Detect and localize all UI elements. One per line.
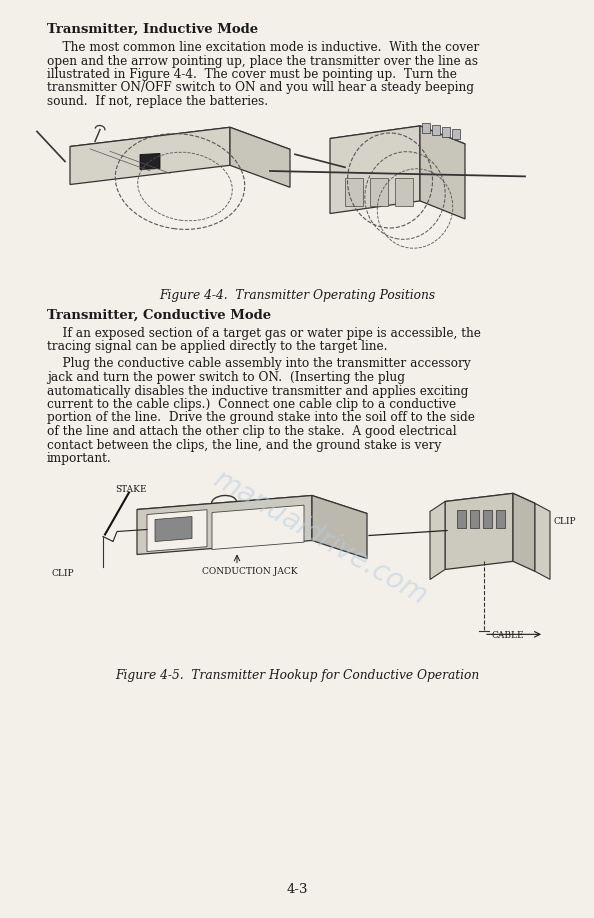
Bar [452, 129, 460, 139]
Text: Transmitter, Conductive Mode: Transmitter, Conductive Mode [47, 308, 271, 321]
Bar [483, 509, 492, 528]
Text: Figure 4-5.  Transmitter Hookup for Conductive Operation: Figure 4-5. Transmitter Hookup for Condu… [115, 669, 479, 682]
Text: portion of the line.  Drive the ground stake into the soil off to the side: portion of the line. Drive the ground st… [47, 411, 475, 424]
Polygon shape [155, 517, 192, 542]
Text: sound.  If not, replace the batteries.: sound. If not, replace the batteries. [47, 95, 268, 108]
Polygon shape [230, 128, 290, 187]
Polygon shape [430, 501, 445, 579]
Text: The most common line excitation mode is inductive.  With the cover: The most common line excitation mode is … [47, 41, 479, 54]
Text: important.: important. [47, 452, 112, 465]
Text: automatically disables the inductive transmitter and applies exciting: automatically disables the inductive tra… [47, 385, 469, 397]
Text: CONDUCTION JACK: CONDUCTION JACK [202, 566, 298, 576]
Text: CABLE: CABLE [492, 632, 525, 641]
Text: Figure 4-4.  Transmitter Operating Positions: Figure 4-4. Transmitter Operating Positi… [159, 288, 435, 301]
Bar [442, 127, 450, 137]
Bar [395, 177, 413, 206]
Polygon shape [70, 128, 230, 185]
Polygon shape [535, 503, 550, 579]
Bar [496, 509, 505, 528]
Text: of the line and attach the other clip to the stake.  A good electrical: of the line and attach the other clip to… [47, 425, 457, 438]
Text: illustrated in Figure 4-4.  The cover must be pointing up.  Turn the: illustrated in Figure 4-4. The cover mus… [47, 68, 457, 81]
Polygon shape [513, 493, 535, 571]
Polygon shape [140, 153, 160, 170]
Text: Plug the conductive cable assembly into the transmitter accessory: Plug the conductive cable assembly into … [47, 357, 471, 371]
Bar [432, 125, 440, 135]
Text: CLIP: CLIP [52, 568, 75, 577]
Text: STAKE: STAKE [115, 485, 147, 494]
Text: open and the arrow pointing up, place the transmitter over the line as: open and the arrow pointing up, place th… [47, 54, 478, 68]
Polygon shape [147, 509, 207, 552]
Bar [457, 509, 466, 528]
Polygon shape [420, 126, 465, 218]
Polygon shape [330, 126, 420, 214]
Bar [422, 123, 430, 133]
Bar [370, 177, 388, 206]
Polygon shape [312, 496, 367, 558]
Text: contact between the clips, the line, and the ground stake is very: contact between the clips, the line, and… [47, 439, 441, 452]
Text: jack and turn the power switch to ON.  (Inserting the plug: jack and turn the power switch to ON. (I… [47, 371, 405, 384]
Polygon shape [137, 496, 367, 528]
Text: If an exposed section of a target gas or water pipe is accessible, the: If an exposed section of a target gas or… [47, 327, 481, 340]
Text: 4-3: 4-3 [286, 883, 308, 896]
Bar [345, 177, 363, 206]
Bar [470, 509, 479, 528]
Text: tracing signal can be applied directly to the target line.: tracing signal can be applied directly t… [47, 340, 387, 353]
Polygon shape [445, 493, 513, 569]
Text: manualdrive.com: manualdrive.com [208, 465, 432, 610]
Polygon shape [70, 128, 290, 169]
Text: current to the cable clips.)  Connect one cable clip to a conductive: current to the cable clips.) Connect one… [47, 398, 456, 411]
Polygon shape [212, 505, 304, 550]
Polygon shape [445, 493, 535, 511]
Text: Transmitter, Inductive Mode: Transmitter, Inductive Mode [47, 23, 258, 36]
Text: transmitter ON/OFF switch to ON and you will hear a steady beeping: transmitter ON/OFF switch to ON and you … [47, 82, 474, 95]
Polygon shape [330, 126, 465, 156]
Polygon shape [137, 496, 312, 554]
Text: CLIP: CLIP [553, 517, 576, 525]
